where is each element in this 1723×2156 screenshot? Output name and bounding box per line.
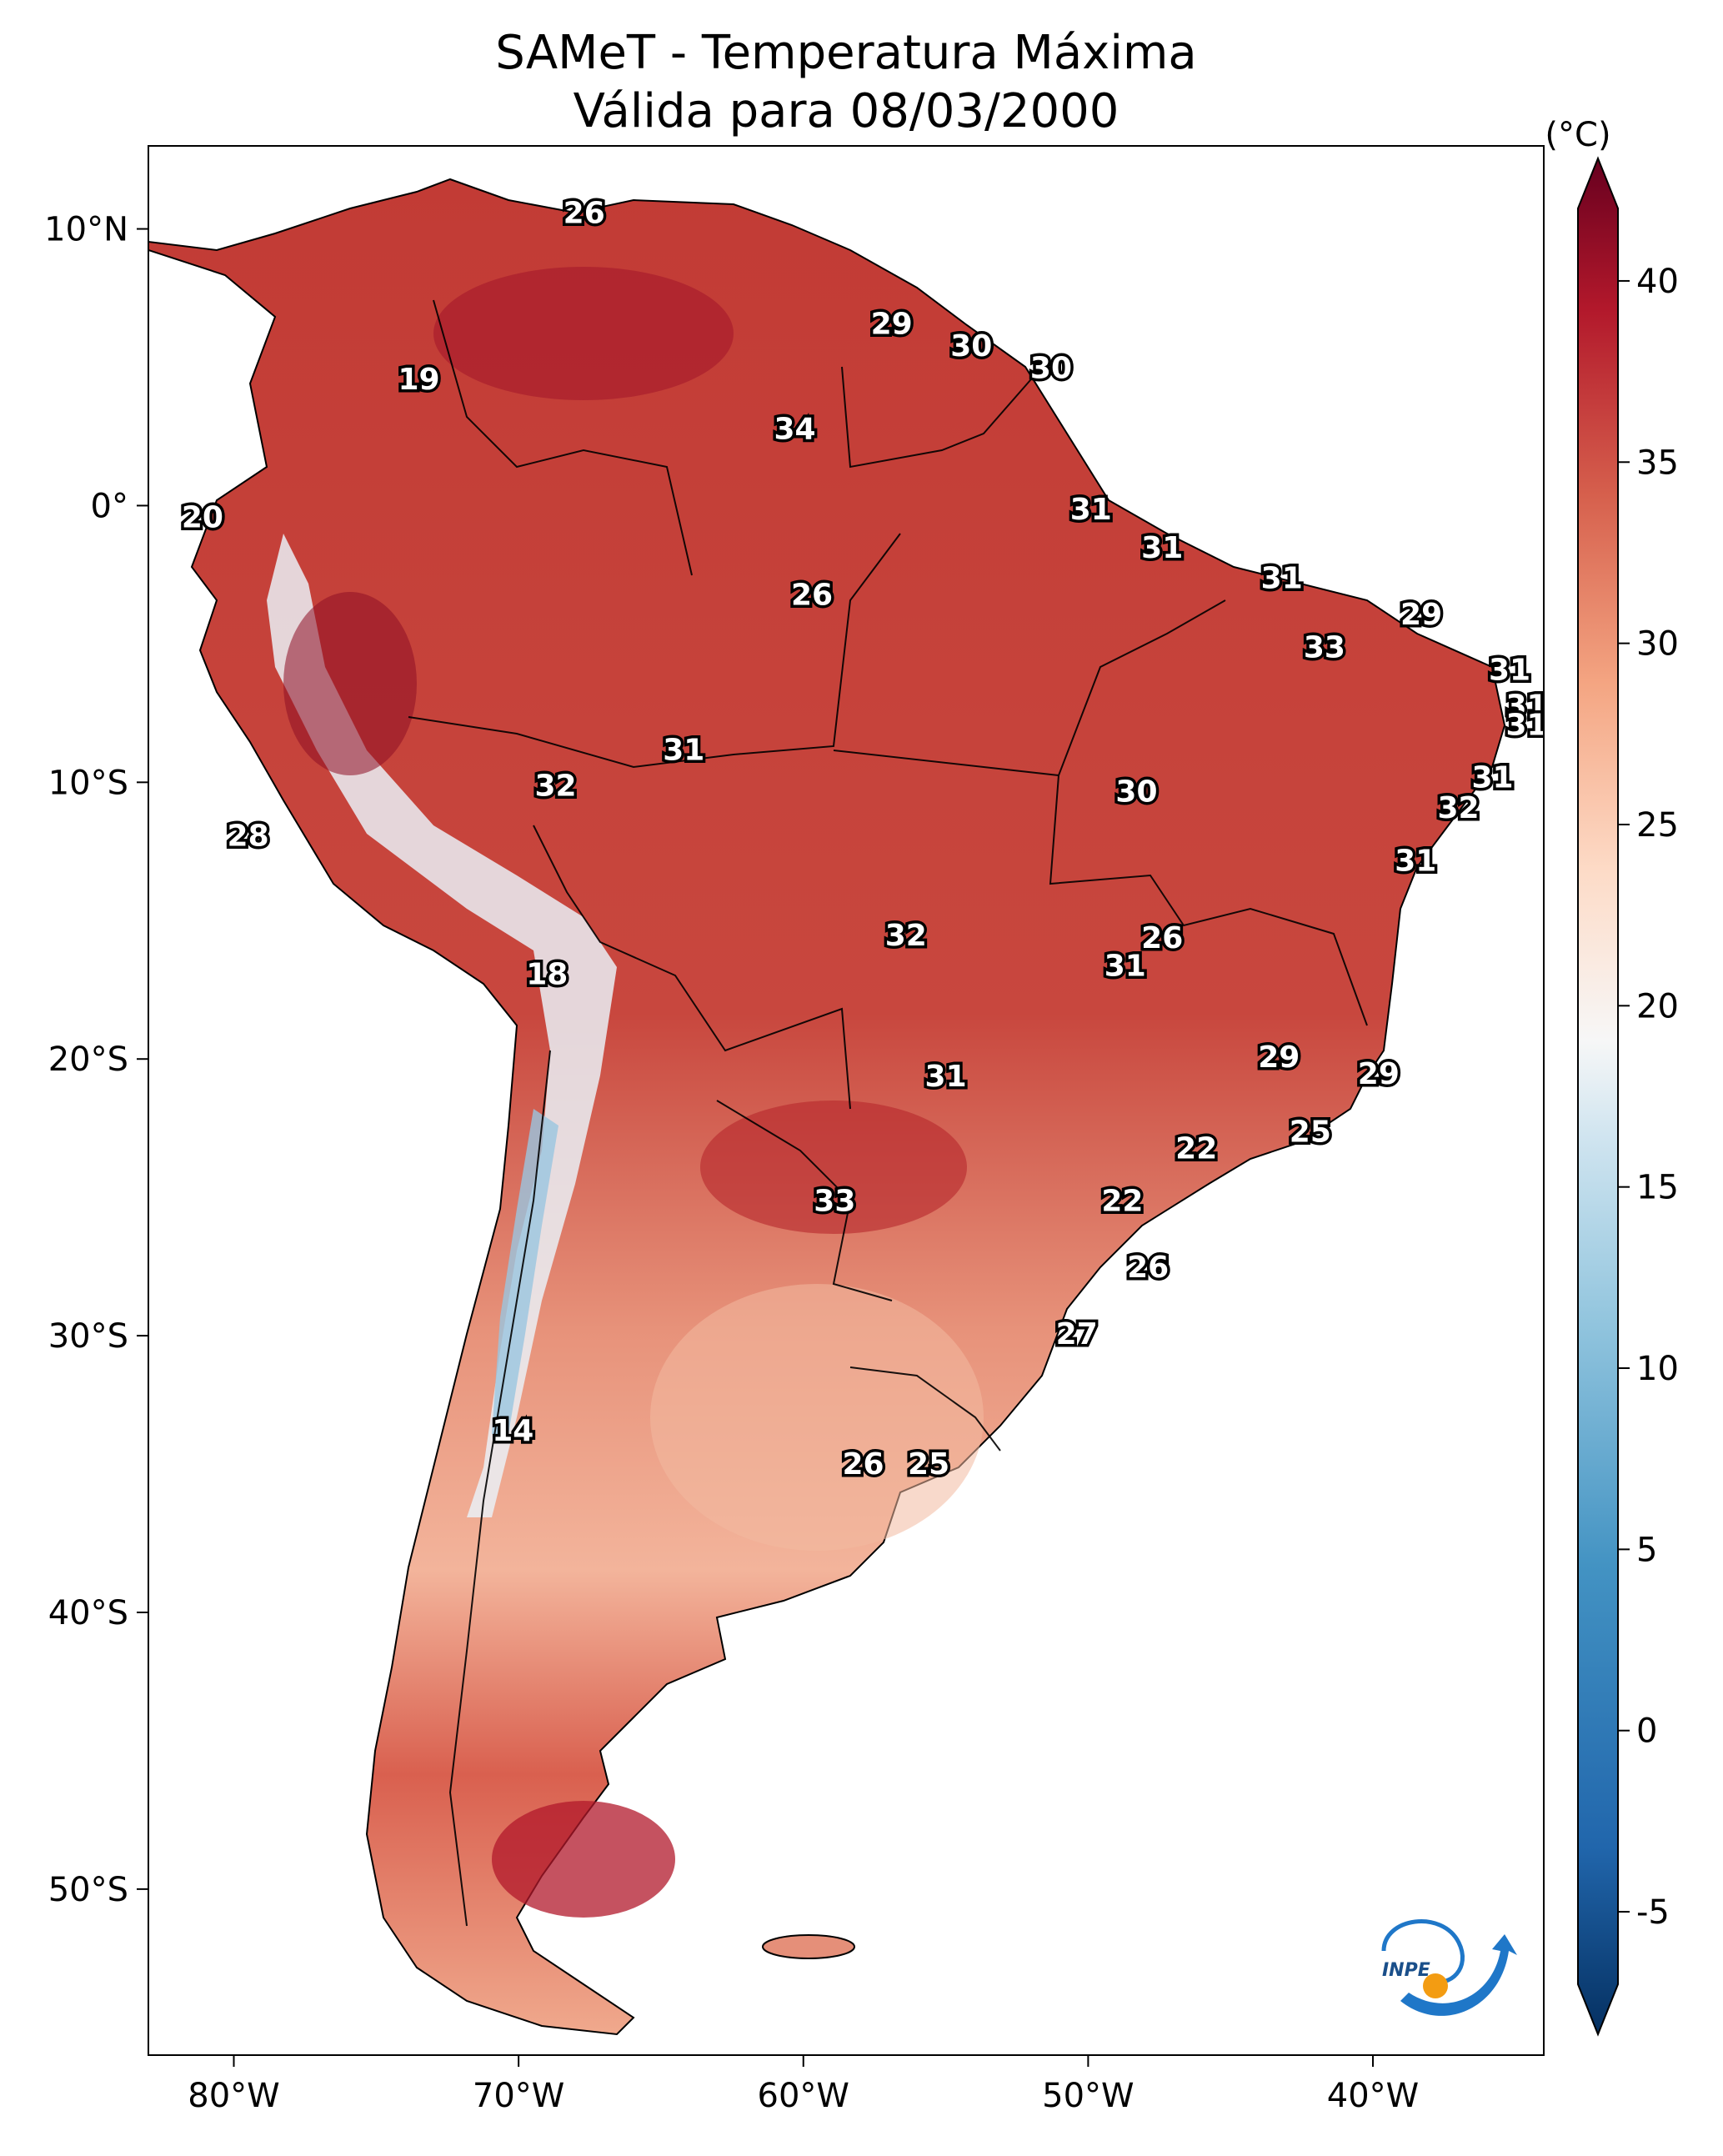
lon-tick-label: 80°W bbox=[188, 2077, 279, 2115]
map-title-line2: Válida para 08/03/2000 bbox=[573, 84, 1119, 138]
inpe-logo: INPE bbox=[1381, 1919, 1517, 2016]
contour-label: 26 bbox=[791, 579, 833, 613]
colorbar-tick-label: 0 bbox=[1636, 1712, 1657, 1751]
lat-tick-label: 30°S bbox=[48, 1317, 128, 1356]
colorbar-tick-label: 20 bbox=[1636, 987, 1679, 1025]
contour-label: 26 bbox=[1127, 1251, 1169, 1285]
border-brazil-states bbox=[833, 599, 1368, 1026]
contour-label: 22 bbox=[1175, 1131, 1217, 1166]
colorbar: (°C) 40 35 30 25 20 15 10 5 0 -5 bbox=[1545, 116, 1679, 2037]
colorbar-units: (°C) bbox=[1545, 116, 1610, 154]
lon-tick-label: 40°W bbox=[1327, 2077, 1419, 2115]
contour-label: 30 bbox=[950, 329, 992, 364]
contour-label: 25 bbox=[908, 1447, 949, 1482]
contour-label: 25 bbox=[1290, 1116, 1331, 1150]
land-temperature-field bbox=[148, 178, 1506, 2036]
contour-label: 31 bbox=[1505, 689, 1547, 723]
falkland-islands bbox=[762, 1934, 855, 1959]
contour-label: 29 bbox=[1358, 1057, 1400, 1091]
contour-label: 31 bbox=[1070, 493, 1112, 527]
contour-label: 31 bbox=[1141, 531, 1183, 565]
contour-label: 32 bbox=[534, 770, 576, 804]
lat-tick-label: 20°S bbox=[48, 1040, 128, 1079]
contour-label: 31 bbox=[1505, 709, 1547, 743]
latitude-ticks: 10°N 0° 10°S 20°S 30°S 40°S 50°S bbox=[44, 211, 148, 1909]
colorbar-tick-label: 10 bbox=[1636, 1350, 1679, 1388]
contour-label: 31 bbox=[1471, 761, 1513, 795]
colorbar-tick-label: -5 bbox=[1636, 1893, 1670, 1932]
lat-tick-label: 40°S bbox=[48, 1594, 128, 1632]
colorbar-tick-label: 40 bbox=[1636, 263, 1679, 301]
chaco-hot-spot bbox=[700, 1101, 967, 1234]
contour-label: 26 bbox=[842, 1447, 884, 1482]
border-guianas bbox=[841, 366, 1043, 469]
colorbar-gradient bbox=[1577, 156, 1619, 2037]
contour-label: 27 bbox=[1056, 1317, 1098, 1351]
lat-tick-label: 10°S bbox=[48, 764, 128, 802]
contour-label: 31 bbox=[1261, 562, 1303, 596]
contour-label: 20 bbox=[182, 501, 223, 535]
map-title-line1: SAMeT - Temperatura Máxima bbox=[495, 26, 1197, 80]
colorbar-tick-label: 5 bbox=[1636, 1531, 1657, 1569]
logo-dot-icon bbox=[1423, 1973, 1448, 1998]
contour-label: 30 bbox=[1115, 775, 1157, 809]
contour-label: 28 bbox=[228, 819, 269, 853]
contour-label: 26 bbox=[563, 197, 605, 231]
patagonia-hot-spot bbox=[492, 1801, 675, 1918]
lon-tick-label: 70°W bbox=[473, 2077, 564, 2115]
contour-label: 31 bbox=[925, 1060, 967, 1094]
colorbar-ticks: 40 35 30 25 20 15 10 5 0 -5 bbox=[1618, 263, 1679, 1932]
contour-label: 18 bbox=[526, 957, 568, 991]
contour-label: 19 bbox=[398, 363, 439, 397]
contour-label: 30 bbox=[1030, 352, 1072, 386]
lat-tick-label: 10°N bbox=[44, 211, 128, 249]
border-uruguay bbox=[849, 1366, 1001, 1452]
lat-tick-label: 0° bbox=[91, 487, 128, 525]
contour-label: 26 bbox=[1141, 921, 1183, 955]
logo-arc-icon bbox=[1400, 1934, 1517, 2016]
longitude-ticks: 80°W 70°W 60°W 50°W 40°W bbox=[188, 2055, 1419, 2115]
contour-label: 31 bbox=[1395, 844, 1436, 878]
lat-tick-label: 50°S bbox=[48, 1871, 128, 1909]
lon-tick-label: 50°W bbox=[1042, 2077, 1134, 2115]
border-colombia bbox=[433, 299, 693, 576]
contour-label: 32 bbox=[1437, 791, 1479, 825]
country-borders bbox=[408, 299, 1368, 1927]
contour-label: 29 bbox=[1258, 1040, 1300, 1075]
border-argentina-chile bbox=[448, 1050, 551, 1927]
contour-label: 31 bbox=[1104, 949, 1146, 983]
contour-label: 22 bbox=[1101, 1184, 1143, 1218]
lon-tick-label: 60°W bbox=[758, 2077, 849, 2115]
border-amazon bbox=[408, 533, 901, 769]
contour-label: 34 bbox=[774, 413, 815, 447]
logo-text: INPE bbox=[1382, 1960, 1430, 1981]
border-paraguay bbox=[716, 1100, 893, 1301]
pampas-light-region bbox=[650, 1284, 984, 1551]
contour-label: 32 bbox=[885, 919, 927, 953]
peru-hot-spot bbox=[283, 592, 417, 775]
venezuela-hot-spot bbox=[433, 267, 734, 400]
contour-label: 29 bbox=[1400, 598, 1442, 632]
colorbar-tick-label: 25 bbox=[1636, 806, 1679, 845]
contour-label: 14 bbox=[492, 1414, 533, 1448]
contour-label: 33 bbox=[814, 1184, 855, 1218]
contour-label: 29 bbox=[871, 307, 913, 341]
colorbar-tick-label: 35 bbox=[1636, 444, 1679, 482]
contour-label: 31 bbox=[1489, 653, 1530, 687]
contour-label: 31 bbox=[663, 734, 704, 768]
colorbar-tick-label: 30 bbox=[1636, 625, 1679, 664]
contour-label: 33 bbox=[1304, 631, 1345, 665]
colorbar-tick-label: 15 bbox=[1636, 1169, 1679, 1207]
border-bolivia bbox=[533, 825, 851, 1110]
map-frame bbox=[148, 145, 1545, 2056]
logo-swirl-icon bbox=[1381, 1919, 1465, 1984]
